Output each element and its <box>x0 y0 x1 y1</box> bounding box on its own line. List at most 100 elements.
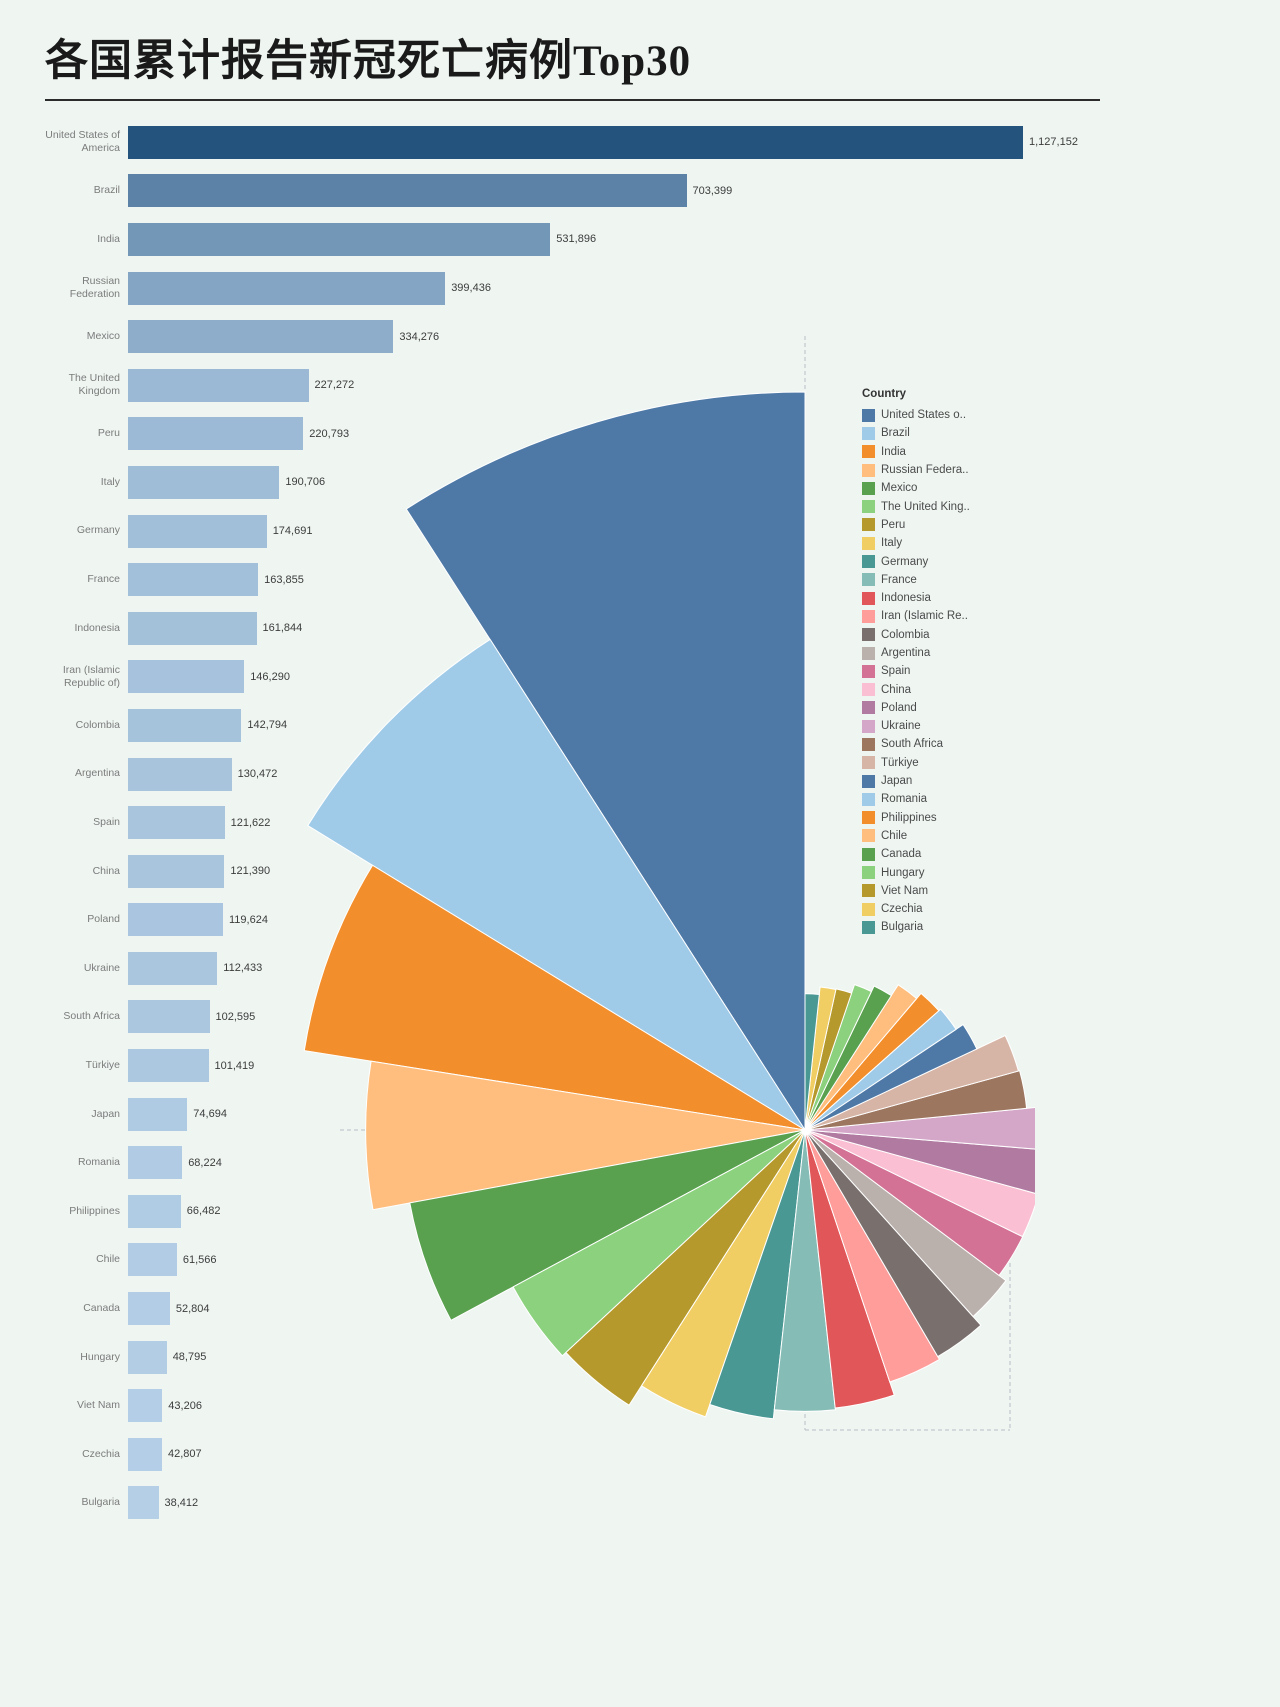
rose-sector[interactable] <box>804 983 873 1131</box>
legend-item[interactable]: Germany <box>862 552 970 570</box>
bar-row: Argentina 130,472 <box>38 750 1248 799</box>
legend-item[interactable]: South Africa <box>862 735 970 753</box>
bar[interactable] <box>128 125 1023 159</box>
rose-sector[interactable] <box>365 1060 806 1211</box>
legend-item[interactable]: Peru <box>862 516 970 534</box>
legend-item[interactable]: Bulgaria <box>862 918 970 936</box>
legend-item[interactable]: Philippines <box>862 809 970 827</box>
legend-item[interactable]: Ukraine <box>862 717 970 735</box>
rose-sector[interactable] <box>405 391 806 1132</box>
bar[interactable] <box>128 708 242 742</box>
legend-item[interactable]: The United King.. <box>862 497 970 515</box>
legend-item-label: Poland <box>881 701 917 714</box>
bar[interactable] <box>128 174 687 208</box>
bar[interactable] <box>128 1097 188 1131</box>
legend-item[interactable]: Iran (Islamic Re.. <box>862 607 970 625</box>
legend-item-label: Germany <box>881 555 929 568</box>
legend-item[interactable]: Chile <box>862 827 970 845</box>
bar-category-label: Czechia <box>82 1447 120 1460</box>
legend-item-label: China <box>881 683 912 696</box>
rose-sector[interactable] <box>804 986 837 1131</box>
bar-value-label: 161,844 <box>262 622 303 635</box>
bar-value-label: 190,706 <box>285 476 326 489</box>
bar[interactable] <box>128 1146 183 1180</box>
bar-row: Japan 74,694 <box>38 1090 1248 1139</box>
bar[interactable] <box>128 271 446 305</box>
bar[interactable] <box>128 1000 210 1034</box>
legend-item[interactable]: Italy <box>862 534 970 552</box>
rose-sector[interactable] <box>565 1129 806 1406</box>
rose-sector[interactable] <box>804 1129 982 1358</box>
bar[interactable] <box>128 1243 177 1277</box>
legend-title: Country <box>862 388 907 400</box>
bar-category-label: Argentina <box>75 767 120 780</box>
bar[interactable] <box>128 611 257 645</box>
rose-sector[interactable] <box>773 1129 836 1412</box>
bar[interactable] <box>128 465 280 499</box>
legend-item[interactable]: Romania <box>862 790 970 808</box>
legend-item[interactable]: Indonesia <box>862 589 970 607</box>
rose-sector[interactable] <box>804 1034 1020 1131</box>
legend-item[interactable]: United States o.. <box>862 406 970 424</box>
rose-sector[interactable] <box>804 1129 895 1409</box>
bar[interactable] <box>128 1340 167 1374</box>
legend-item-label: South Africa <box>881 738 944 751</box>
bar-row: Peru 220,793 <box>38 410 1248 459</box>
rose-sector[interactable] <box>804 1023 978 1131</box>
bar[interactable] <box>128 660 245 694</box>
bar[interactable] <box>128 903 223 937</box>
legend-item[interactable]: Spain <box>862 662 970 680</box>
rose-sector[interactable] <box>804 1008 957 1131</box>
bar[interactable] <box>128 854 225 888</box>
legend-item[interactable]: Czechia <box>862 900 970 918</box>
legend-item[interactable]: Colombia <box>862 626 970 644</box>
legend-item-label: Russian Federa.. <box>881 464 969 477</box>
bar[interactable] <box>128 417 304 451</box>
bar[interactable] <box>128 951 218 985</box>
rose-sector[interactable] <box>804 1129 941 1383</box>
bar[interactable] <box>128 368 309 402</box>
bar[interactable] <box>128 757 232 791</box>
bar[interactable] <box>128 1194 181 1228</box>
rose-sector[interactable] <box>307 638 806 1131</box>
rose-sector[interactable] <box>640 1129 806 1418</box>
bar[interactable] <box>128 320 394 354</box>
bar[interactable] <box>128 1049 209 1083</box>
legend-item[interactable]: Canada <box>862 845 970 863</box>
bar[interactable] <box>128 1486 159 1520</box>
legend-item[interactable]: Brazil <box>862 424 970 442</box>
legend-item[interactable]: Argentina <box>862 644 970 662</box>
legend-item[interactable]: Mexico <box>862 479 970 497</box>
rose-sector[interactable] <box>303 864 806 1131</box>
rose-sector[interactable] <box>804 985 892 1131</box>
rose-sector[interactable] <box>804 992 940 1131</box>
bar[interactable] <box>128 1292 170 1326</box>
legend-item[interactable]: Poland <box>862 699 970 717</box>
rose-sector[interactable] <box>804 984 918 1131</box>
legend-item[interactable]: Hungary <box>862 863 970 881</box>
rose-sector[interactable] <box>512 1129 806 1357</box>
rose-sector[interactable] <box>804 993 820 1131</box>
legend-item[interactable]: China <box>862 680 970 698</box>
legend-item[interactable]: France <box>862 571 970 589</box>
bar[interactable] <box>128 806 225 840</box>
rose-sector[interactable] <box>804 1106 1035 1150</box>
legend-item[interactable]: India <box>862 443 970 461</box>
bar[interactable] <box>128 514 267 548</box>
rose-sector[interactable] <box>804 1129 1035 1194</box>
bar-value-label: 703,399 <box>692 184 733 197</box>
bar[interactable] <box>128 1389 163 1423</box>
rose-sector[interactable] <box>409 1129 806 1321</box>
rose-sector[interactable] <box>804 1129 1007 1318</box>
rose-sector[interactable] <box>804 1129 1035 1238</box>
bar-row: France 163,855 <box>38 555 1248 604</box>
legend-item[interactable]: Russian Federa.. <box>862 461 970 479</box>
legend-item[interactable]: Japan <box>862 772 970 790</box>
bar[interactable] <box>128 222 551 256</box>
bar[interactable] <box>128 1437 162 1471</box>
legend-item[interactable]: Viet Nam <box>862 882 970 900</box>
legend-item[interactable]: Türkiye <box>862 754 970 772</box>
bar[interactable] <box>128 563 259 597</box>
rose-sector[interactable] <box>804 988 853 1131</box>
